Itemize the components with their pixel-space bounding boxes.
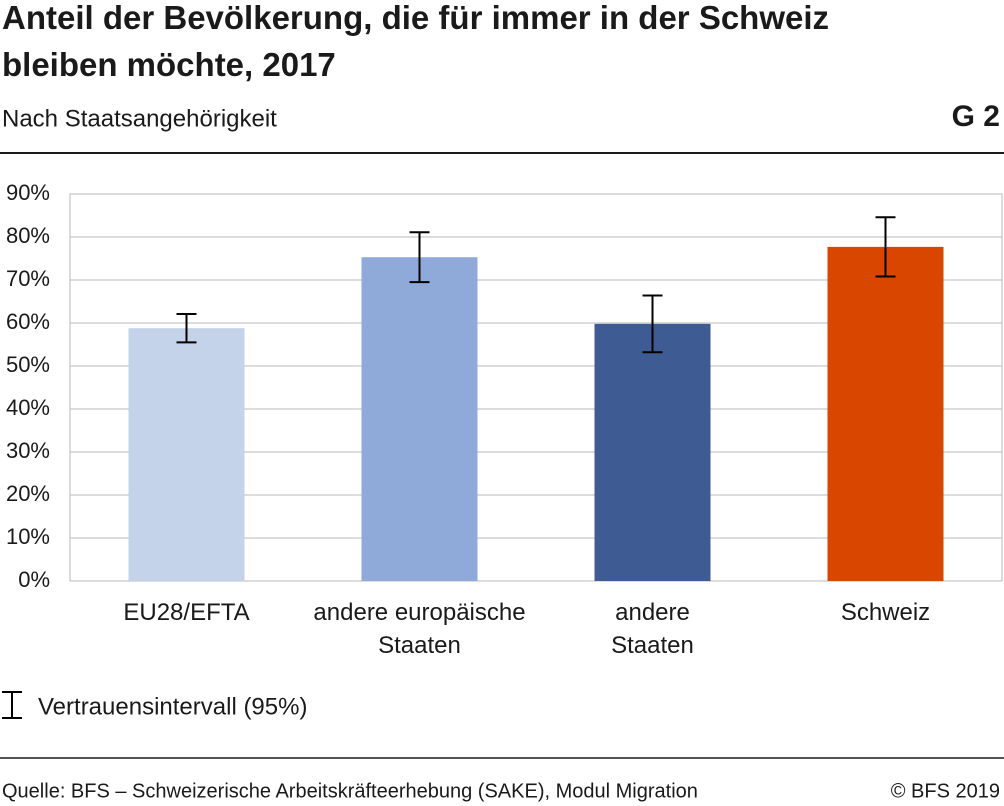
- chart-number: G 2: [952, 100, 1000, 133]
- plot-frame: [69, 193, 1003, 582]
- bar: [128, 328, 245, 581]
- chart-title: Anteil der Bevölkerung, die für immer in…: [2, 0, 829, 83]
- x-tick-label: andere Staaten: [611, 599, 694, 659]
- x-tick-label: Schweiz: [840, 599, 931, 626]
- copyright: © BFS 2019: [891, 780, 1000, 802]
- y-tick-label: 10%: [6, 524, 50, 549]
- error-bar: [409, 231, 430, 284]
- x-tick-label: EU28/EFTA: [123, 599, 250, 626]
- error-bar: [875, 216, 896, 278]
- legend: Vertrauensintervall (95%): [2, 691, 307, 720]
- y-tick-label: 40%: [6, 395, 50, 420]
- y-tick-label: 20%: [6, 481, 50, 506]
- bar: [827, 246, 944, 581]
- y-tick-label: 90%: [6, 180, 50, 205]
- y-tick-label: 50%: [6, 352, 50, 377]
- source: Quelle: BFS – Schweizerische Arbeitskräf…: [2, 780, 698, 802]
- y-tick-label: 60%: [6, 309, 50, 334]
- legend-label: Vertrauensintervall (95%): [38, 693, 307, 720]
- y-tick-label: 70%: [6, 266, 50, 291]
- x-tick-label: andere europäische Staaten: [313, 599, 526, 659]
- y-tick-label: 0%: [18, 567, 50, 592]
- y-tick-label: 30%: [6, 438, 50, 463]
- y-tick-label: 80%: [6, 223, 50, 248]
- chart-subtitle: Nach Staatsangehörigkeit: [2, 105, 277, 132]
- bar: [594, 323, 711, 581]
- error-bar: [176, 312, 197, 344]
- error-bar: [642, 294, 663, 354]
- bar: [361, 257, 478, 581]
